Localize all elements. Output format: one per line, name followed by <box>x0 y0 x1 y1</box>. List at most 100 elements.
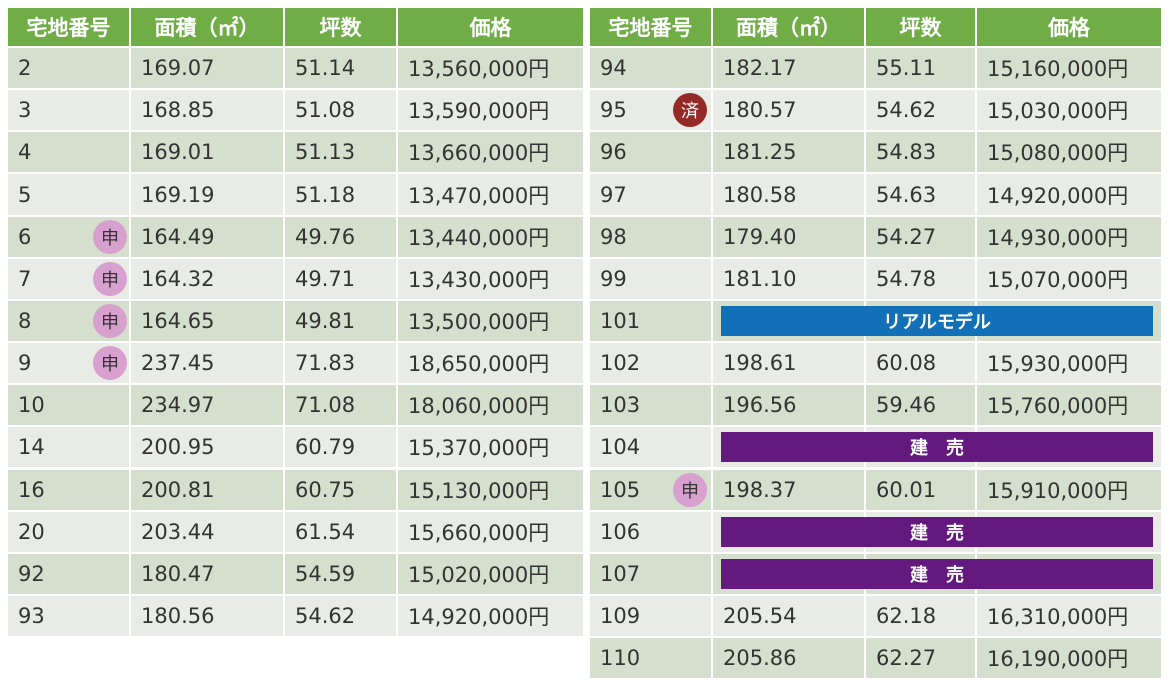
status-badge: 申 <box>93 219 127 254</box>
data-cell: 180.58 <box>713 174 864 215</box>
lot-cell: 106 <box>590 511 711 552</box>
lot-cell: 20 <box>8 511 129 552</box>
status-banner: 建 売 <box>721 516 1153 547</box>
data-cell: 169.07 <box>131 48 283 89</box>
data-cell: 164.32 <box>131 258 283 299</box>
data-cell: 15,930,000円 <box>977 343 1161 384</box>
lot-cell: 110 <box>590 638 711 679</box>
lot-cell: 102 <box>590 343 711 384</box>
header-cell: 宅地番号 <box>8 8 129 46</box>
data-cell: 16,190,000円 <box>977 638 1161 679</box>
data-cell: 54.62 <box>866 90 975 131</box>
data-cell: 181.25 <box>713 132 864 173</box>
data-cell: 18,650,000円 <box>398 343 583 384</box>
data-cell: 200.95 <box>131 427 283 468</box>
data-cell: 15,080,000円 <box>977 132 1161 173</box>
data-cell: 54.62 <box>285 595 396 637</box>
status-banner: リアルモデル <box>721 305 1153 336</box>
data-cell: 13,660,000円 <box>398 132 583 173</box>
data-cell: 16,310,000円 <box>977 595 1161 637</box>
data-cell: 14,930,000円 <box>977 216 1161 257</box>
data-cell: 71.83 <box>285 343 396 384</box>
header-cell: 価格 <box>398 8 583 46</box>
lot-cell: 99 <box>590 258 711 299</box>
lot-cell: 104 <box>590 427 711 468</box>
data-cell: 203.44 <box>131 511 283 552</box>
status-badge: 済 <box>673 93 707 128</box>
lot-cell: 10 <box>8 385 129 426</box>
lot-cell: 96 <box>590 132 711 173</box>
lot-cell: 92 <box>8 553 129 594</box>
data-cell: 60.75 <box>285 469 396 510</box>
data-cell: 13,500,000円 <box>398 300 583 342</box>
status-badge: 申 <box>93 261 127 296</box>
data-cell: 62.27 <box>866 638 975 679</box>
data-cell: 14,920,000円 <box>977 174 1161 215</box>
data-cell: 168.85 <box>131 90 283 131</box>
data-cell: 180.47 <box>131 553 283 594</box>
data-cell: 51.13 <box>285 132 396 173</box>
status-banner: 建 売 <box>721 558 1153 589</box>
data-cell: 18,060,000円 <box>398 385 583 426</box>
data-cell: 54.78 <box>866 258 975 299</box>
data-cell: 205.54 <box>713 595 864 637</box>
data-cell: 13,560,000円 <box>398 48 583 89</box>
status-badge: 申 <box>93 303 127 338</box>
lot-cell: 16 <box>8 469 129 510</box>
data-cell: 15,760,000円 <box>977 385 1161 426</box>
data-cell: 198.61 <box>713 343 864 384</box>
lot-cell: 107 <box>590 553 711 594</box>
lot-cell: 2 <box>8 48 129 89</box>
lot-cell: 98 <box>590 216 711 257</box>
data-cell: 15,370,000円 <box>398 427 583 468</box>
data-cell: 169.01 <box>131 132 283 173</box>
header-cell: 坪数 <box>866 8 975 46</box>
data-cell: 164.49 <box>131 216 283 257</box>
data-cell: 15,910,000円 <box>977 469 1161 510</box>
data-cell: 205.86 <box>713 638 864 679</box>
lot-cell: 5 <box>8 174 129 215</box>
data-cell: 60.08 <box>866 343 975 384</box>
data-cell: 61.54 <box>285 511 396 552</box>
data-cell: 51.18 <box>285 174 396 215</box>
data-cell: 13,440,000円 <box>398 216 583 257</box>
data-cell: 13,590,000円 <box>398 90 583 131</box>
header-cell: 宅地番号 <box>590 8 711 46</box>
data-cell: 13,430,000円 <box>398 258 583 299</box>
data-cell: 71.08 <box>285 385 396 426</box>
header-cell: 坪数 <box>285 8 396 46</box>
data-cell: 14,920,000円 <box>398 595 583 637</box>
data-cell: 180.57 <box>713 90 864 131</box>
status-badge: 申 <box>673 472 707 507</box>
data-cell: 196.56 <box>713 385 864 426</box>
data-cell: 15,160,000円 <box>977 48 1161 89</box>
lot-cell: 4 <box>8 132 129 173</box>
data-cell: 15,660,000円 <box>398 511 583 552</box>
data-cell: 200.81 <box>131 469 283 510</box>
data-cell: 62.18 <box>866 595 975 637</box>
data-cell: 15,070,000円 <box>977 258 1161 299</box>
header-cell: 面積（㎡） <box>713 8 864 46</box>
data-cell: 54.59 <box>285 553 396 594</box>
data-cell: 49.71 <box>285 258 396 299</box>
data-cell: 180.56 <box>131 595 283 637</box>
data-cell: 60.79 <box>285 427 396 468</box>
data-cell: 49.81 <box>285 300 396 342</box>
data-cell: 237.45 <box>131 343 283 384</box>
data-cell: 198.37 <box>713 469 864 510</box>
data-cell: 15,020,000円 <box>398 553 583 594</box>
data-cell: 15,130,000円 <box>398 469 583 510</box>
status-badge: 申 <box>93 346 127 381</box>
data-cell: 169.19 <box>131 174 283 215</box>
header-cell: 面積（㎡） <box>131 8 283 46</box>
data-cell: 181.10 <box>713 258 864 299</box>
data-cell: 54.63 <box>866 174 975 215</box>
data-cell: 60.01 <box>866 469 975 510</box>
data-cell: 15,030,000円 <box>977 90 1161 131</box>
data-cell: 234.97 <box>131 385 283 426</box>
lot-cell: 109 <box>590 595 711 637</box>
data-cell: 54.83 <box>866 132 975 173</box>
data-cell: 49.76 <box>285 216 396 257</box>
lot-cell: 97 <box>590 174 711 215</box>
